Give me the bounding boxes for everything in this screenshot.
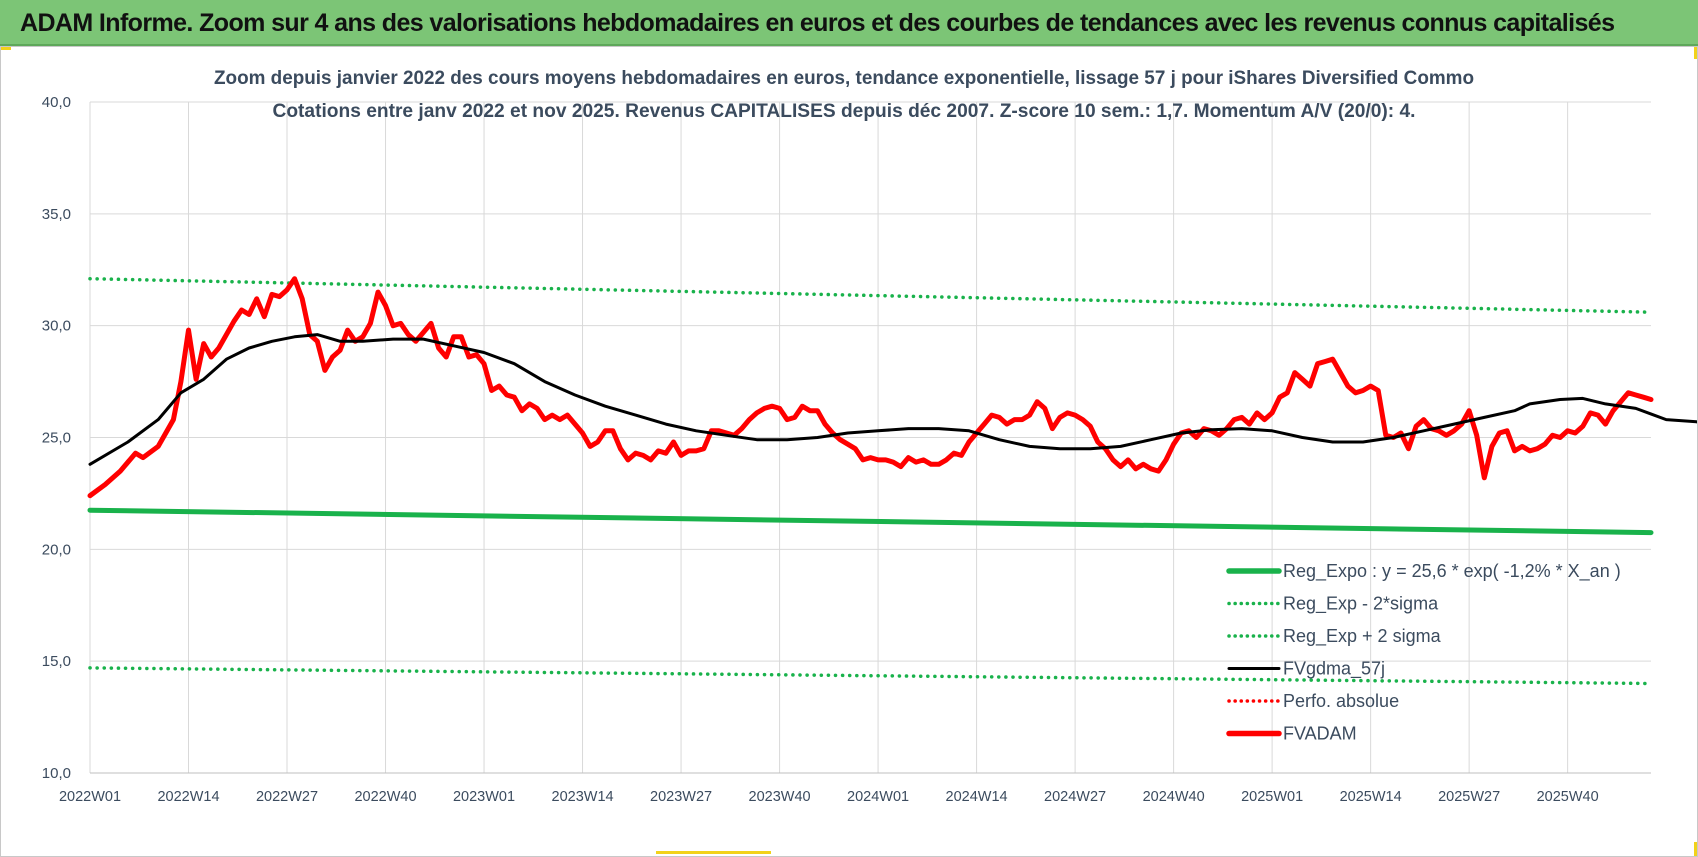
x-tick-label: 2024W40 bbox=[1143, 789, 1205, 805]
corner-accent bbox=[1, 47, 11, 50]
series-line bbox=[88, 666, 1653, 686]
y-tick-label: 30,0 bbox=[42, 318, 71, 335]
corner-accent bbox=[656, 851, 771, 854]
x-tick-label: 2023W27 bbox=[650, 789, 712, 805]
series-layer bbox=[87, 276, 1697, 686]
corner-accent bbox=[1694, 842, 1697, 856]
x-tick-label: 2025W01 bbox=[1241, 789, 1303, 805]
series-line bbox=[87, 276, 1654, 499]
y-tick-label: 40,0 bbox=[42, 94, 71, 111]
x-tick-label: 2024W27 bbox=[1044, 789, 1106, 805]
line-chart: Zoom depuis janvier 2022 des cours moyen… bbox=[42, 67, 1697, 805]
y-tick-label: 15,0 bbox=[42, 653, 71, 670]
chart-title: Zoom depuis janvier 2022 des cours moyen… bbox=[214, 67, 1474, 89]
legend-label: Reg_Exp + 2 sigma bbox=[1283, 626, 1442, 647]
chart-frame: Zoom depuis janvier 2022 des cours moyen… bbox=[0, 46, 1698, 857]
chart-subtitle: Cotations entre janv 2022 et nov 2025. R… bbox=[273, 100, 1416, 122]
x-tick-label: 2024W01 bbox=[847, 789, 909, 805]
series-line bbox=[88, 276, 1653, 314]
report-title: ADAM Informe. Zoom sur 4 ans des valoris… bbox=[20, 9, 1615, 37]
axis-ticks: 10,0 15,0 20,0 25,0 30,0 35,0 40,0 2022W01 2022W… bbox=[42, 94, 1599, 805]
x-tick-label: 2024W14 bbox=[946, 789, 1008, 805]
legend-label: Perfo. absolue bbox=[1283, 691, 1399, 711]
y-tick-label: 25,0 bbox=[42, 430, 71, 447]
grid-layer bbox=[89, 101, 1651, 774]
x-tick-label: 2023W40 bbox=[749, 789, 811, 805]
legend-label: FVgdma_57j bbox=[1283, 659, 1385, 680]
x-tick-label: 2025W14 bbox=[1340, 789, 1402, 805]
x-tick-label: 2023W01 bbox=[453, 789, 515, 805]
legend-label: Reg_Exp - 2*sigma bbox=[1283, 594, 1439, 615]
legend-label: FVADAM bbox=[1283, 724, 1357, 744]
y-tick-label: 35,0 bbox=[42, 206, 71, 223]
series-line bbox=[88, 333, 1697, 466]
x-tick-label: 2022W14 bbox=[157, 789, 219, 805]
series-line bbox=[87, 507, 1654, 536]
x-tick-label: 2025W27 bbox=[1438, 789, 1500, 805]
y-tick-label: 20,0 bbox=[42, 541, 71, 558]
legend-label: Reg_Expo : y = 25,6 * exp( -1,2% * X_an … bbox=[1283, 561, 1621, 582]
report-banner: ADAM Informe. Zoom sur 4 ans des valoris… bbox=[0, 0, 1698, 46]
x-tick-label: 2022W01 bbox=[59, 789, 121, 805]
x-tick-label: 2022W27 bbox=[256, 789, 318, 805]
x-tick-label: 2023W14 bbox=[552, 789, 614, 805]
x-tick-label: 2022W40 bbox=[354, 789, 416, 805]
x-tick-label: 2025W40 bbox=[1537, 789, 1599, 805]
corner-accent bbox=[1694, 47, 1697, 59]
y-tick-label: 10,0 bbox=[42, 765, 71, 782]
legend: Reg_Expo : y = 25,6 * exp( -1,2% * X_an … bbox=[1226, 561, 1621, 744]
